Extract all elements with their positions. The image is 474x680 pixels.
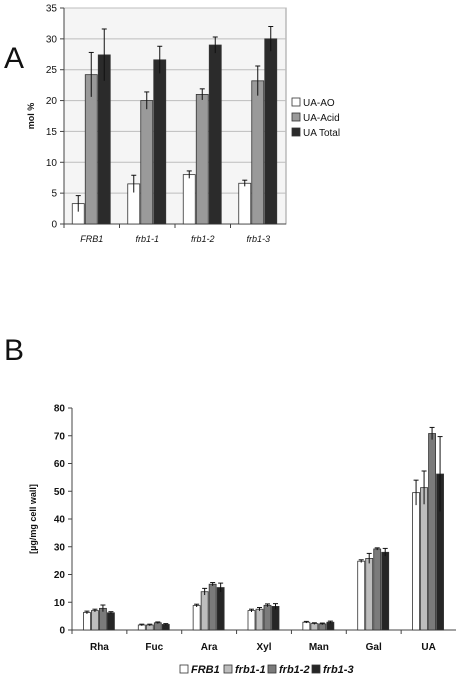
legend-label: UA Total <box>303 128 340 139</box>
bar <box>208 583 217 631</box>
bar <box>200 591 209 631</box>
bar <box>271 606 280 631</box>
bar <box>247 610 256 631</box>
bar <box>428 433 436 631</box>
y-tick-label: 60 <box>54 459 66 470</box>
bar <box>140 100 154 225</box>
x-tick-label: Man <box>309 642 329 653</box>
legend-label: frb1-1 <box>235 664 266 676</box>
y-tick-label: 0 <box>59 626 65 637</box>
x-tick-label: frb1-3 <box>246 234 270 244</box>
bar <box>318 623 327 631</box>
legend-swatch <box>311 664 321 674</box>
y-tick-label: 0 <box>51 220 57 231</box>
bar <box>83 612 91 631</box>
y-tick-label: 20 <box>46 96 58 107</box>
y-tick-label: 30 <box>46 34 58 45</box>
y-tick-label: 40 <box>54 515 66 526</box>
y-tick-label: 35 <box>46 4 58 15</box>
y-tick-label: 15 <box>46 127 58 138</box>
y-tick-label: 5 <box>51 189 57 200</box>
bar <box>153 59 167 225</box>
bar <box>208 44 222 225</box>
x-tick-label: Rha <box>90 642 109 653</box>
legend-label: frb1-2 <box>279 664 310 676</box>
bar <box>91 610 99 631</box>
bar <box>420 487 428 631</box>
x-tick-label: Ara <box>201 642 218 653</box>
y-tick-label: 10 <box>46 158 58 169</box>
legend-label: FRB1 <box>191 664 220 676</box>
bar <box>192 605 201 631</box>
chart-a: 0 5 10 15 20 25 30 35 FRB1 frb1-1 frb1-2 frb1-3 mol … <box>26 4 340 245</box>
x-tick-label: Xyl <box>256 642 271 653</box>
x-tick-label: Fuc <box>145 642 163 653</box>
x-tick-label: frb1-2 <box>191 234 215 244</box>
panel-label-b: B <box>4 334 24 367</box>
bar <box>302 621 311 631</box>
legend-label: UA-AO <box>303 98 335 109</box>
legend-swatch <box>223 664 233 674</box>
y-tick-label: 10 <box>54 598 66 609</box>
bar <box>310 623 319 631</box>
y-tick-label: 80 <box>54 404 66 415</box>
legend-swatch <box>291 97 301 107</box>
bar <box>84 74 98 225</box>
bar <box>153 622 162 631</box>
y-tick-label: 20 <box>54 570 66 581</box>
bar <box>182 174 196 225</box>
bar <box>412 492 420 631</box>
bar <box>216 587 225 631</box>
bar <box>381 551 390 631</box>
bar <box>238 182 252 225</box>
x-tick-label: UA <box>421 642 435 653</box>
bar <box>326 621 335 631</box>
x-tick-label: Gal <box>366 642 382 653</box>
y-tick-label: 70 <box>54 431 66 442</box>
legend-swatch <box>291 112 301 122</box>
y-axis-label: [µg/mg cell wall] <box>28 484 38 554</box>
x-tick-label: FRB1 <box>80 234 103 244</box>
bar <box>195 94 209 225</box>
chart-b: 0 10 20 30 40 50 60 70 80 Rha Fuc Ara Xyl Man Gal UA [µg… <box>28 404 456 676</box>
y-axis-label: mol % <box>26 103 36 130</box>
legend-label: UA-Acid <box>303 113 340 124</box>
bar <box>161 624 170 631</box>
legend-swatch <box>291 127 301 137</box>
bar <box>255 608 264 631</box>
y-tick-label: 50 <box>54 487 66 498</box>
panel-label-a: A <box>4 42 24 75</box>
bar <box>373 548 382 631</box>
legend-swatch <box>267 664 277 674</box>
y-tick-label: 25 <box>46 65 58 76</box>
legend-swatch <box>179 664 189 674</box>
bar <box>107 612 115 631</box>
bar <box>263 604 272 631</box>
y-tick-label: 30 <box>54 542 66 553</box>
legend-label: frb1-3 <box>323 664 354 676</box>
bar <box>357 560 366 631</box>
bar <box>264 38 278 225</box>
x-tick-label: frb1-1 <box>135 234 159 244</box>
bar <box>365 558 374 631</box>
bar <box>251 80 265 225</box>
